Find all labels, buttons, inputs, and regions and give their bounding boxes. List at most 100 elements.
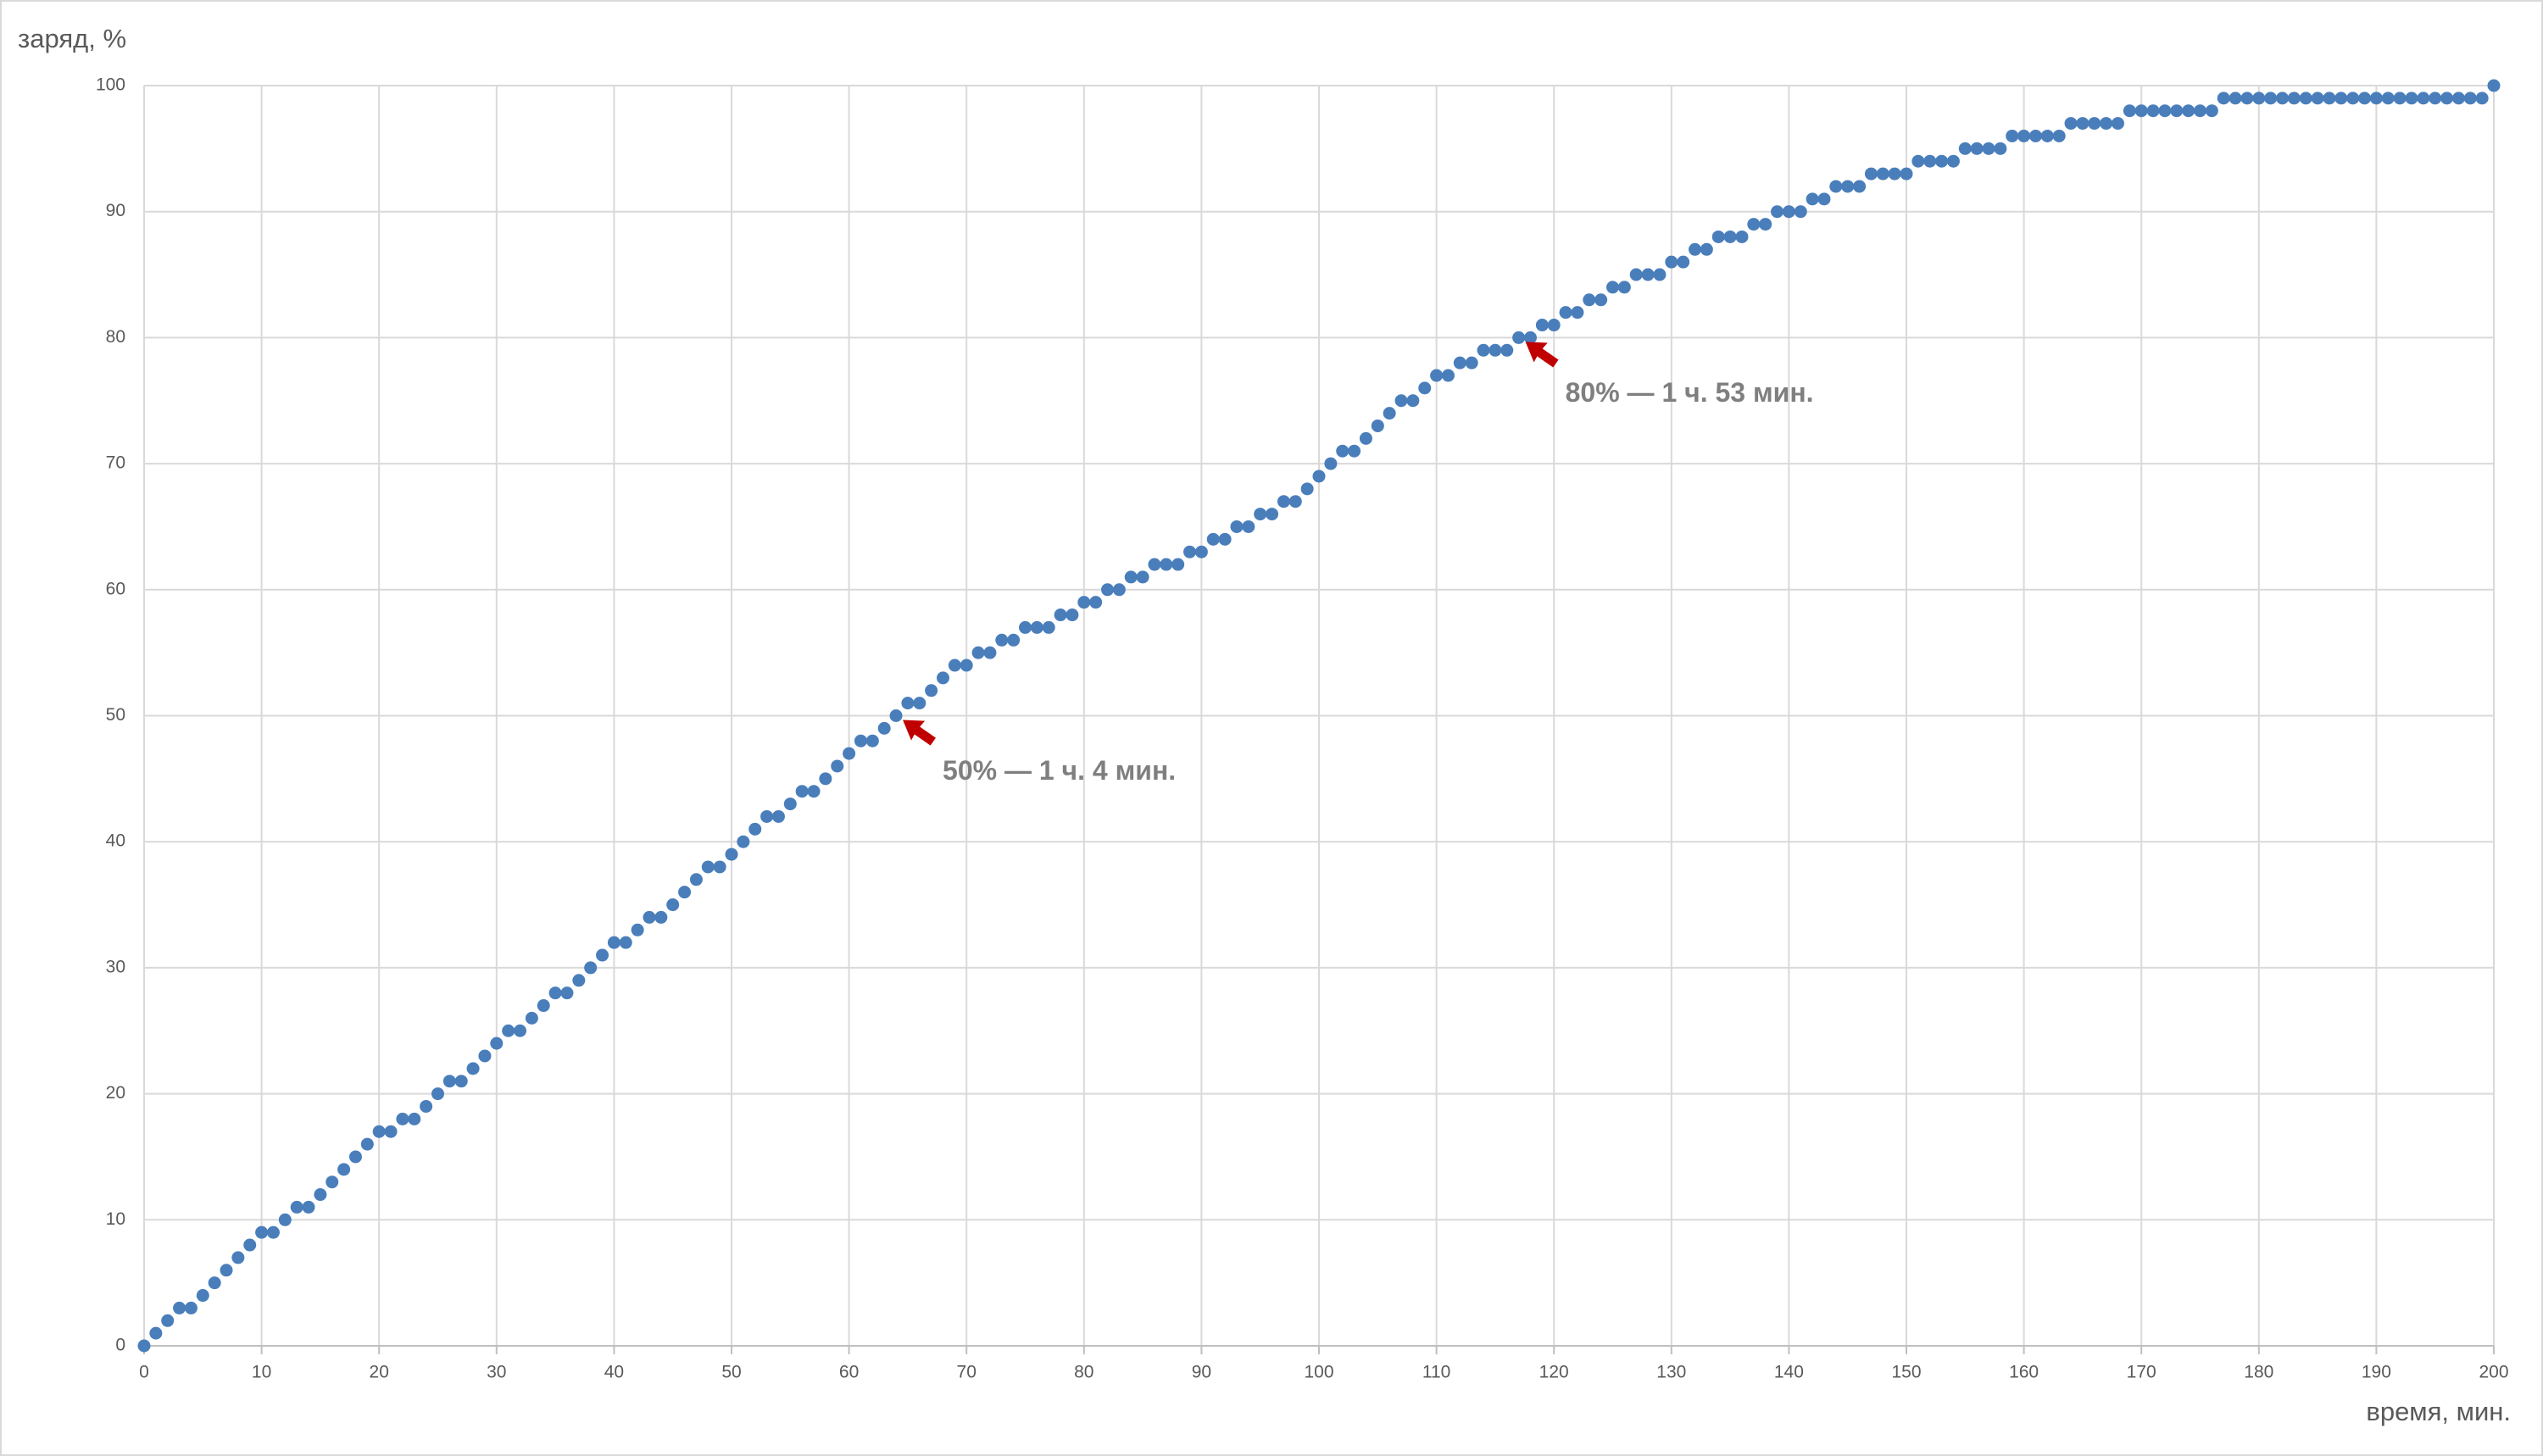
- data-point: [701, 860, 715, 874]
- data-point: [1512, 331, 1526, 344]
- x-tick-label: 20: [370, 1363, 389, 1382]
- data-point: [1806, 192, 1819, 206]
- data-point: [442, 1075, 456, 1088]
- data-point: [831, 759, 844, 773]
- data-point: [1359, 431, 1372, 445]
- data-point: [1266, 508, 1279, 521]
- data-point: [1888, 167, 1901, 181]
- x-tick-label: 200: [2479, 1363, 2508, 1382]
- data-point: [2064, 117, 2078, 131]
- y-tick-label: 100: [96, 75, 125, 95]
- data-point: [1864, 167, 1878, 181]
- data-point: [1735, 230, 1749, 243]
- data-point: [1136, 570, 1149, 584]
- data-point: [748, 822, 762, 836]
- data-point: [572, 974, 586, 987]
- data-point: [514, 1024, 527, 1037]
- data-point: [1054, 609, 1067, 622]
- data-point: [1183, 545, 1197, 559]
- data-point: [2417, 92, 2430, 105]
- data-point: [1747, 218, 1761, 231]
- data-point: [1583, 293, 1596, 307]
- data-point: [971, 646, 985, 659]
- annotation-text: 50% — 1 ч. 4 мин.: [943, 755, 1176, 786]
- data-point: [278, 1213, 292, 1226]
- x-tick-label: 120: [1539, 1363, 1569, 1382]
- x-tick-label: 30: [487, 1363, 506, 1382]
- data-point: [936, 671, 949, 685]
- data-point: [360, 1137, 374, 1151]
- data-point: [1312, 470, 1326, 483]
- data-point: [1288, 495, 1302, 508]
- data-point: [1617, 281, 1631, 294]
- data-point: [396, 1112, 409, 1125]
- data-point: [819, 772, 832, 786]
- data-point: [1782, 205, 1795, 219]
- data-point: [795, 785, 809, 798]
- x-tick-label: 160: [2009, 1363, 2039, 1382]
- x-tick-label: 130: [1656, 1363, 1686, 1382]
- data-point: [666, 898, 680, 912]
- data-point: [266, 1225, 280, 1239]
- data-point: [771, 809, 785, 823]
- data-point: [1876, 167, 1889, 181]
- data-point: [689, 873, 703, 886]
- data-point: [2346, 92, 2360, 105]
- x-tick-label: 40: [604, 1363, 624, 1382]
- data-point: [2040, 129, 2054, 142]
- data-point: [1007, 633, 1021, 647]
- data-point: [1336, 444, 1349, 458]
- data-point: [2240, 92, 2254, 105]
- x-tick-label: 100: [1304, 1363, 1333, 1382]
- data-point: [1371, 419, 1384, 432]
- data-point: [314, 1188, 327, 1202]
- y-tick-label: 40: [106, 831, 125, 851]
- data-point: [1817, 192, 1831, 206]
- data-point: [149, 1326, 163, 1340]
- data-point: [1629, 268, 1643, 281]
- data-point: [243, 1238, 257, 1252]
- data-point: [1911, 154, 1925, 168]
- annotation-arrow: [1525, 342, 1559, 368]
- data-point: [1218, 532, 1232, 546]
- data-point: [1523, 331, 1537, 344]
- x-tick-label: 10: [252, 1363, 271, 1382]
- data-point: [1394, 394, 1408, 408]
- data-point: [713, 860, 726, 874]
- data-point: [1453, 356, 1466, 370]
- data-point: [2146, 104, 2160, 118]
- data-point: [948, 659, 961, 672]
- data-point: [2217, 92, 2230, 105]
- data-point: [854, 734, 867, 747]
- data-point: [326, 1175, 339, 1189]
- data-point: [1477, 343, 1490, 357]
- data-point: [2487, 79, 2501, 92]
- data-point: [1677, 255, 1690, 269]
- data-point: [184, 1301, 198, 1314]
- data-point: [1406, 394, 1420, 408]
- data-point: [619, 936, 632, 949]
- data-point: [2052, 129, 2066, 142]
- data-point: [1489, 343, 1502, 357]
- data-point: [631, 923, 644, 936]
- data-point: [2028, 129, 2042, 142]
- data-point: [1254, 508, 1267, 521]
- data-point: [725, 847, 738, 861]
- data-point: [1794, 205, 1807, 219]
- y-tick-label: 80: [106, 327, 125, 347]
- x-tick-label: 90: [1192, 1363, 1211, 1382]
- data-point: [913, 697, 926, 710]
- x-tick-label: 190: [2362, 1363, 2391, 1382]
- data-point: [2123, 104, 2136, 118]
- data-point: [408, 1112, 421, 1125]
- data-point: [1124, 570, 1138, 584]
- data-point: [1148, 558, 1161, 571]
- data-point: [1606, 281, 1619, 294]
- data-point: [454, 1075, 468, 1088]
- data-point: [2358, 92, 2372, 105]
- data-point: [2429, 92, 2442, 105]
- data-point: [431, 1087, 444, 1101]
